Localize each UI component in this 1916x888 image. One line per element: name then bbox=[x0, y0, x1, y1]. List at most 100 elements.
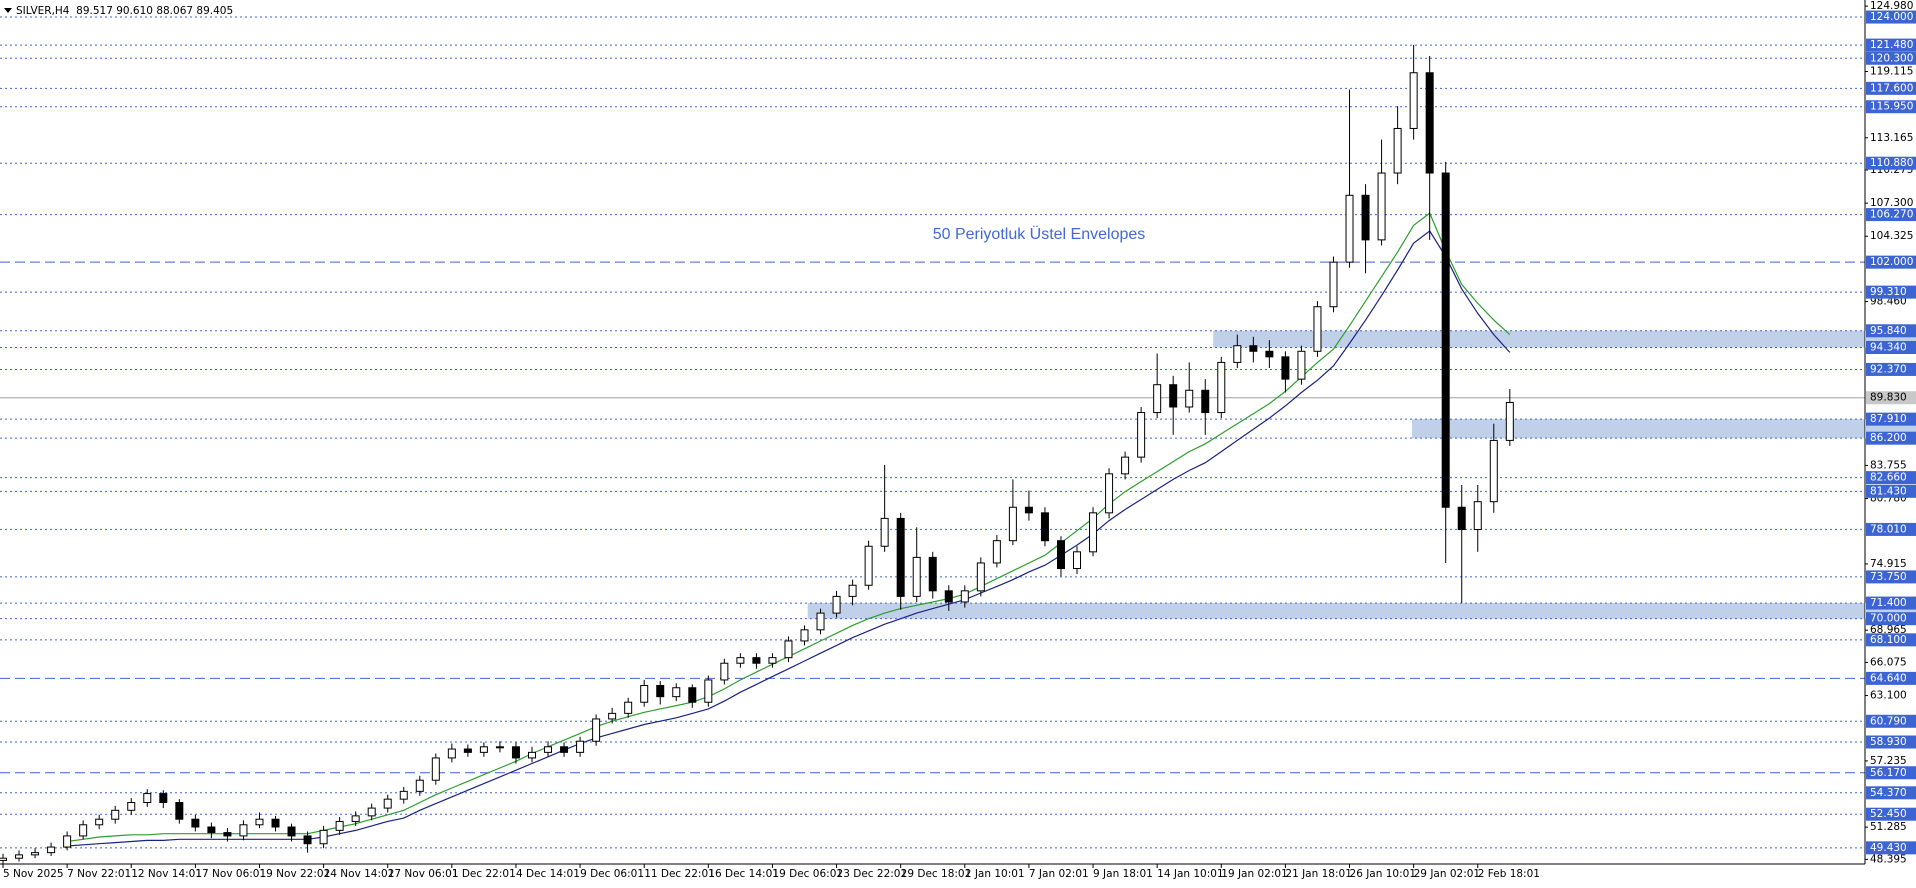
x-tick-label: 12 Nov 14:01 bbox=[131, 868, 202, 880]
x-tick-label: 19 Jan 02:01 bbox=[1221, 868, 1287, 880]
candle-body bbox=[1329, 261, 1338, 308]
y-tick-label: 119.115 bbox=[1870, 65, 1913, 77]
y-tick-label: 57.235 bbox=[1870, 755, 1907, 767]
candle-body bbox=[704, 679, 713, 703]
x-tick-label: 29 Dec 18:01 bbox=[901, 868, 972, 880]
y-tick-label: 124.980 bbox=[1870, 0, 1913, 12]
candle-body bbox=[976, 562, 985, 592]
level-label: 124.000 bbox=[1870, 11, 1913, 23]
candle-body bbox=[47, 846, 56, 854]
level-label-bg bbox=[1866, 484, 1916, 498]
level-label-bg bbox=[1866, 362, 1916, 376]
level-label-bg bbox=[1866, 841, 1916, 855]
x-tick-label: 21 Jan 18:01 bbox=[1285, 868, 1351, 880]
candle-body bbox=[335, 820, 344, 831]
y-tick-label: 51.285 bbox=[1870, 821, 1907, 833]
x-tick-label: 11 Dec 22:01 bbox=[644, 868, 715, 880]
candle-body bbox=[1040, 512, 1049, 542]
candle-body bbox=[1393, 127, 1402, 174]
x-tick-label: 5 Nov 2025 bbox=[3, 868, 64, 880]
candle-body bbox=[175, 802, 184, 820]
zone bbox=[1412, 419, 1865, 439]
level-label: 86.200 bbox=[1870, 432, 1907, 444]
candle-body bbox=[431, 757, 440, 781]
x-tick-label: 26 Jan 10:01 bbox=[1350, 868, 1416, 880]
level-label: 58.930 bbox=[1870, 736, 1907, 748]
candle-body bbox=[1297, 350, 1306, 380]
candle-body bbox=[1473, 501, 1482, 531]
level-label: 73.750 bbox=[1870, 571, 1907, 583]
level-label-bg bbox=[1866, 570, 1916, 584]
candle-body bbox=[495, 746, 504, 749]
candle-body bbox=[1313, 306, 1322, 352]
candle-body bbox=[111, 809, 120, 820]
level-label: 94.340 bbox=[1870, 341, 1907, 353]
x-tick-label: 7 Nov 22:01 bbox=[67, 868, 131, 880]
candle-body bbox=[880, 517, 889, 547]
symbol-header: SILVER,H4 89.517 90.610 88.067 89.405 bbox=[16, 5, 233, 17]
symbol-menu-arrow[interactable] bbox=[4, 8, 12, 13]
candle-body bbox=[1409, 72, 1418, 129]
y-tick-label: 113.165 bbox=[1870, 132, 1913, 144]
level-label-bg bbox=[1866, 807, 1916, 821]
time-axis-bg bbox=[0, 864, 1865, 888]
level-label-bg bbox=[1866, 51, 1916, 65]
y-tick-label: 63.100 bbox=[1870, 690, 1907, 702]
level-label: 115.950 bbox=[1870, 101, 1913, 113]
level-label-bg bbox=[1866, 714, 1916, 728]
x-tick-label: 9 Dec 06:01 bbox=[580, 868, 644, 880]
x-tick-label: 19 Nov 22:01 bbox=[259, 868, 330, 880]
candle-body bbox=[511, 746, 520, 759]
x-tick-label: 16 Dec 14:01 bbox=[708, 868, 779, 880]
candle-body bbox=[720, 662, 729, 681]
y-tick-label: 68.965 bbox=[1870, 624, 1907, 636]
candle-body bbox=[656, 685, 665, 698]
level-label: 54.370 bbox=[1870, 787, 1907, 799]
x-tick-label: 4 Dec 14:01 bbox=[516, 868, 580, 880]
level-label-bg bbox=[1866, 208, 1916, 222]
level-label: 56.170 bbox=[1870, 767, 1907, 779]
level-label: 82.660 bbox=[1870, 472, 1907, 484]
indicator-annotation: 50 Periyotluk Üstel Envelopes bbox=[933, 225, 1146, 243]
level-label: 52.450 bbox=[1870, 808, 1907, 820]
candle-body bbox=[688, 687, 697, 703]
level-label-bg bbox=[1866, 412, 1916, 426]
candle-body bbox=[191, 818, 200, 828]
candle-body bbox=[127, 802, 136, 811]
x-tick-label: 2 Feb 18:01 bbox=[1478, 868, 1540, 880]
x-tick-label: 2 Jan 10:01 bbox=[965, 868, 1025, 880]
candle-body bbox=[768, 657, 777, 664]
level-label-bg bbox=[1866, 766, 1916, 780]
candle-body bbox=[1217, 361, 1226, 414]
candle-body bbox=[608, 712, 617, 720]
x-tick-label: 9 Jan 18:01 bbox=[1093, 868, 1153, 880]
candle-body bbox=[1377, 172, 1386, 241]
candle-body bbox=[1024, 506, 1033, 514]
level-label-bg bbox=[1866, 786, 1916, 800]
candle-body bbox=[207, 826, 216, 834]
level-label-bg bbox=[1866, 156, 1916, 170]
candle-body bbox=[1489, 439, 1498, 503]
candle-body bbox=[223, 832, 232, 837]
level-label: 64.640 bbox=[1870, 672, 1907, 684]
level-label-bg bbox=[1866, 10, 1916, 24]
level-label-bg bbox=[1866, 431, 1916, 445]
y-tick-label: 83.755 bbox=[1870, 459, 1907, 471]
zone bbox=[1213, 330, 1865, 348]
candle-body bbox=[447, 748, 456, 759]
level-label-bg bbox=[1866, 81, 1916, 95]
level-label-bg bbox=[1866, 38, 1916, 52]
y-tick-label: 107.300 bbox=[1870, 197, 1913, 209]
y-tick-label: 104.325 bbox=[1870, 230, 1913, 242]
level-label: 49.430 bbox=[1870, 842, 1907, 854]
candle-body bbox=[848, 584, 857, 597]
candle-body bbox=[752, 657, 761, 664]
level-label: 102.000 bbox=[1870, 256, 1913, 268]
candle-body bbox=[1073, 551, 1082, 570]
level-label: 60.790 bbox=[1870, 715, 1907, 727]
level-label-bg bbox=[1866, 100, 1916, 114]
candles bbox=[0, 44, 1514, 864]
candle-body bbox=[784, 640, 793, 659]
